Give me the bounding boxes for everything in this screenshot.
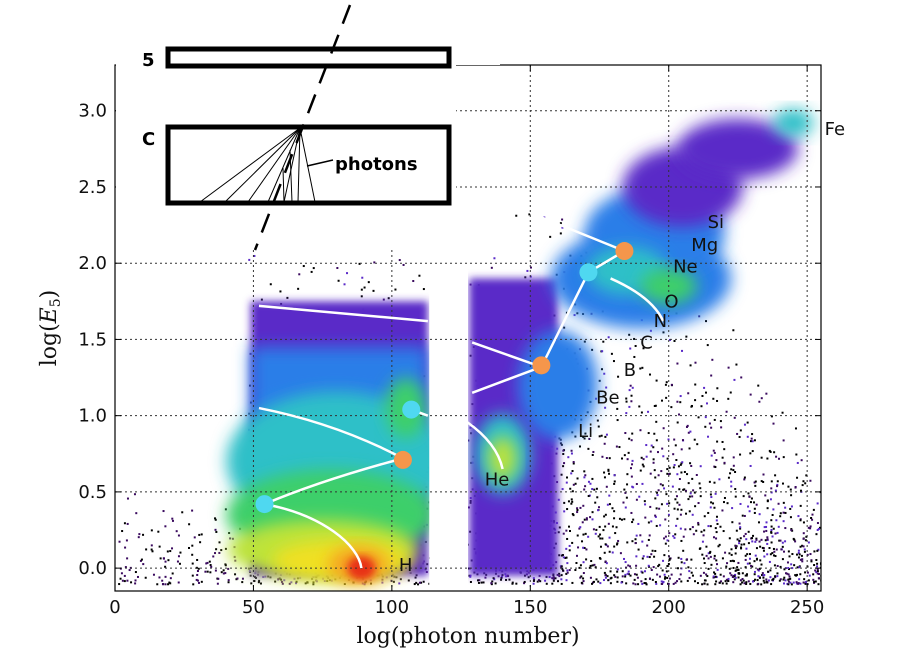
marker-point: [402, 400, 421, 419]
y-tick-label: 3.0: [78, 101, 107, 122]
x-tick-label: 100: [375, 597, 409, 618]
fit-curve: [610, 277, 665, 322]
layer-bottom-label: C: [142, 129, 155, 150]
marker-point: [532, 356, 551, 375]
marker-point: [579, 263, 598, 282]
y-tick-label: 0.5: [78, 482, 107, 503]
element-label: Ne: [673, 256, 698, 277]
marker-point: [255, 495, 274, 514]
fit-curve: [258, 406, 404, 460]
element-label: Mg: [691, 235, 718, 256]
element-label: Be: [596, 387, 619, 408]
fit-curve: [264, 502, 363, 569]
element-label: B: [624, 360, 636, 381]
marker-point: [393, 450, 412, 469]
layer-top-box: [165, 46, 452, 69]
x-tick-label: 250: [790, 597, 824, 618]
x-axis-label: log(photon number): [356, 624, 579, 649]
detector-inset: 5 C photons: [116, 0, 500, 251]
layer-top-label: 5: [142, 50, 155, 71]
y-tick-label: 2.5: [78, 177, 107, 198]
layer-bottom-box: [165, 124, 452, 206]
fit-curve: [540, 271, 590, 368]
photons-pointer: [306, 159, 334, 167]
y-tick-label: 0.0: [78, 558, 107, 579]
y-axis-label: log(E5): [37, 290, 64, 367]
markers: [255, 242, 634, 514]
photon-cone: [199, 127, 316, 203]
element-label: H: [399, 555, 413, 576]
element-label: Si: [708, 212, 724, 233]
y-tick-label: 1.5: [78, 329, 107, 350]
fit-curve: [264, 457, 404, 506]
axis-ticks: 0 50 100 150 200 250 0.0 0.5 1.0 1.5 2.0 2.5 3.0: [78, 65, 824, 618]
x-tick-label: 150: [513, 597, 547, 618]
element-label: N: [654, 311, 667, 332]
marker-point: [615, 242, 634, 261]
photons-label: photons: [335, 154, 418, 175]
fit-curve: [465, 420, 504, 470]
element-label: O: [664, 291, 678, 312]
y-tick-label: 1.0: [78, 406, 107, 427]
fit-curve: [529, 211, 625, 253]
x-tick-label: 50: [242, 597, 265, 618]
element-label: C: [640, 332, 653, 353]
particle-track-line: [253, 4, 352, 251]
x-tick-label: 0: [109, 597, 120, 618]
fit-curve: [471, 341, 542, 369]
element-label: Li: [578, 421, 593, 442]
y-tick-label: 2.0: [78, 253, 107, 274]
x-tick-label: 200: [652, 597, 686, 618]
element-label: Fe: [825, 119, 845, 140]
fit-curve: [258, 304, 428, 323]
element-label: He: [485, 470, 510, 491]
fit-curve: [471, 365, 542, 394]
